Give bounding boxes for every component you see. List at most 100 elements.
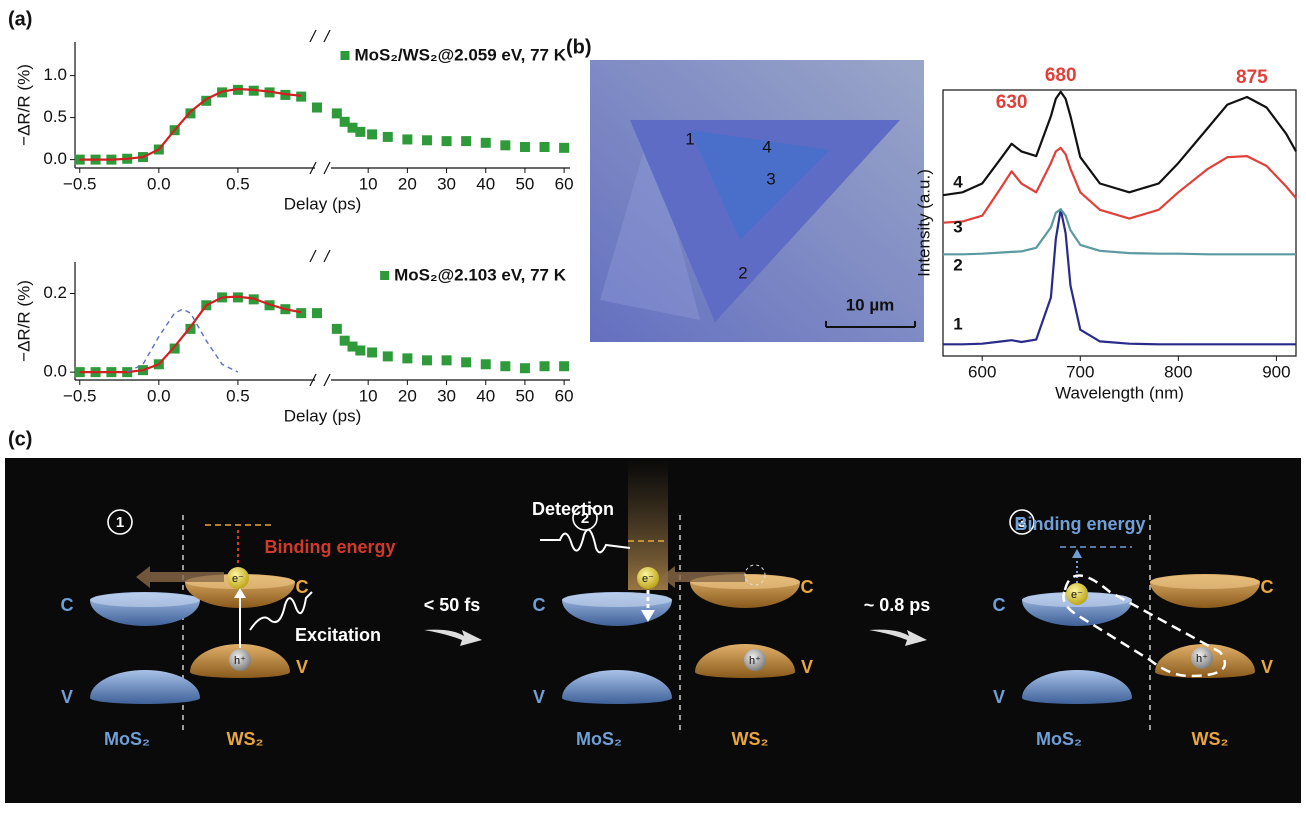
x-tick-label: −0.5 bbox=[63, 174, 97, 193]
band-label: Excitation bbox=[295, 625, 381, 645]
step-number: 1 bbox=[116, 514, 124, 531]
x-tick-label: 30 bbox=[437, 174, 456, 193]
spectrum-line bbox=[943, 148, 1296, 223]
data-point bbox=[559, 143, 569, 153]
data-point bbox=[367, 347, 377, 357]
data-point bbox=[442, 355, 452, 365]
data-point bbox=[461, 357, 471, 367]
legend-marker bbox=[340, 51, 349, 60]
electron-label: e⁻ bbox=[1071, 589, 1083, 601]
data-point bbox=[500, 140, 510, 150]
data-point bbox=[540, 361, 550, 371]
x-tick-label: 50 bbox=[515, 386, 534, 405]
legend-marker bbox=[380, 271, 389, 280]
band-label: C bbox=[296, 577, 309, 597]
data-point bbox=[355, 127, 365, 137]
peak-label: 875 bbox=[1236, 67, 1268, 88]
data-point bbox=[296, 308, 306, 318]
y-axis-label: −ΔR/R (%) bbox=[14, 280, 33, 362]
x-tick-label: 700 bbox=[1066, 362, 1094, 381]
data-point bbox=[442, 136, 452, 146]
data-point bbox=[422, 135, 432, 145]
band-label: V bbox=[1261, 657, 1273, 677]
x-tick-label: 40 bbox=[476, 386, 495, 405]
data-point bbox=[422, 355, 432, 365]
curve-label: 4 bbox=[953, 172, 963, 191]
transition-label: ~ 0.8 ps bbox=[864, 595, 931, 615]
data-point bbox=[312, 103, 322, 113]
data-point bbox=[402, 134, 412, 144]
data-point bbox=[520, 363, 530, 373]
x-axis-label: Delay (ps) bbox=[284, 406, 361, 425]
x-tick-label: 10 bbox=[359, 174, 378, 193]
data-point bbox=[355, 346, 365, 356]
band-label: C bbox=[993, 595, 1006, 615]
panel-label: (a) bbox=[8, 8, 32, 30]
band-label: C bbox=[1261, 577, 1274, 597]
band-label: MoS₂ bbox=[104, 729, 150, 749]
axis-break bbox=[324, 374, 330, 386]
curve-label: 3 bbox=[953, 217, 962, 236]
band-label: MoS₂ bbox=[576, 729, 622, 749]
curve-label: 2 bbox=[953, 255, 962, 274]
x-tick-label: 30 bbox=[437, 386, 456, 405]
x-tick-label: 900 bbox=[1262, 362, 1290, 381]
x-tick-label: 50 bbox=[515, 174, 534, 193]
axis-break bbox=[310, 30, 316, 42]
band-label: C bbox=[533, 595, 546, 615]
curve-label: 1 bbox=[953, 314, 962, 333]
x-tick-label: 800 bbox=[1164, 362, 1192, 381]
hole-label: h⁺ bbox=[749, 655, 761, 667]
y-axis-label: Intensity (a.u.) bbox=[914, 169, 933, 277]
peak-label: 680 bbox=[1045, 65, 1077, 86]
axis-break bbox=[324, 250, 330, 262]
x-tick-label: 0.0 bbox=[147, 386, 171, 405]
data-point bbox=[296, 92, 306, 102]
electron-label: e⁻ bbox=[232, 573, 244, 585]
data-point bbox=[500, 361, 510, 371]
axis-break bbox=[324, 30, 330, 42]
band-rim bbox=[562, 593, 672, 607]
fit-line bbox=[80, 89, 302, 160]
band-label: V bbox=[61, 687, 73, 707]
figure: (a) (b) (c) 0.00.51.0−0.50.00.5102030405… bbox=[0, 0, 1306, 813]
panel-label: (b) bbox=[566, 36, 592, 58]
y-axis-label: −ΔR/R (%) bbox=[14, 64, 33, 146]
micrograph-label: 4 bbox=[762, 137, 771, 156]
x-tick-label: 0.0 bbox=[147, 174, 171, 193]
data-point bbox=[481, 359, 491, 369]
x-tick-label: 10 bbox=[359, 386, 378, 405]
data-point bbox=[559, 361, 569, 371]
x-tick-label: 0.5 bbox=[226, 174, 250, 193]
x-tick-label: 20 bbox=[398, 174, 417, 193]
axis-break bbox=[310, 250, 316, 262]
electron-label: e⁻ bbox=[642, 573, 654, 585]
hole-label: h⁺ bbox=[234, 655, 246, 667]
y-tick-label: 0.0 bbox=[43, 149, 67, 168]
x-tick-label: 60 bbox=[555, 386, 574, 405]
band-label: Binding energy bbox=[264, 537, 395, 557]
y-tick-label: 0.0 bbox=[43, 362, 67, 381]
legend-label: MoS₂/WS₂@2.059 eV, 77 K bbox=[354, 45, 566, 64]
band-label: V bbox=[993, 687, 1005, 707]
plot-frame bbox=[943, 90, 1296, 356]
x-tick-label: 600 bbox=[968, 362, 996, 381]
data-point bbox=[383, 132, 393, 142]
spectrum-line bbox=[943, 209, 1296, 344]
x-axis-label: Delay (ps) bbox=[284, 194, 361, 213]
y-tick-label: 1.0 bbox=[43, 65, 67, 84]
band-label: WS₂ bbox=[732, 729, 769, 749]
band-label: V bbox=[296, 657, 308, 677]
y-tick-label: 0.2 bbox=[43, 283, 67, 302]
band-label: V bbox=[801, 657, 813, 677]
data-point bbox=[540, 142, 550, 152]
data-point bbox=[332, 324, 342, 334]
pump-profile bbox=[127, 309, 238, 372]
x-tick-label: −0.5 bbox=[63, 386, 97, 405]
x-tick-label: 0.5 bbox=[226, 386, 250, 405]
band-label: V bbox=[533, 687, 545, 707]
peak-label: 630 bbox=[996, 92, 1028, 113]
x-axis-label: Wavelength (nm) bbox=[1055, 383, 1184, 402]
micrograph-label: 1 bbox=[685, 129, 694, 148]
band-rim bbox=[90, 593, 200, 607]
